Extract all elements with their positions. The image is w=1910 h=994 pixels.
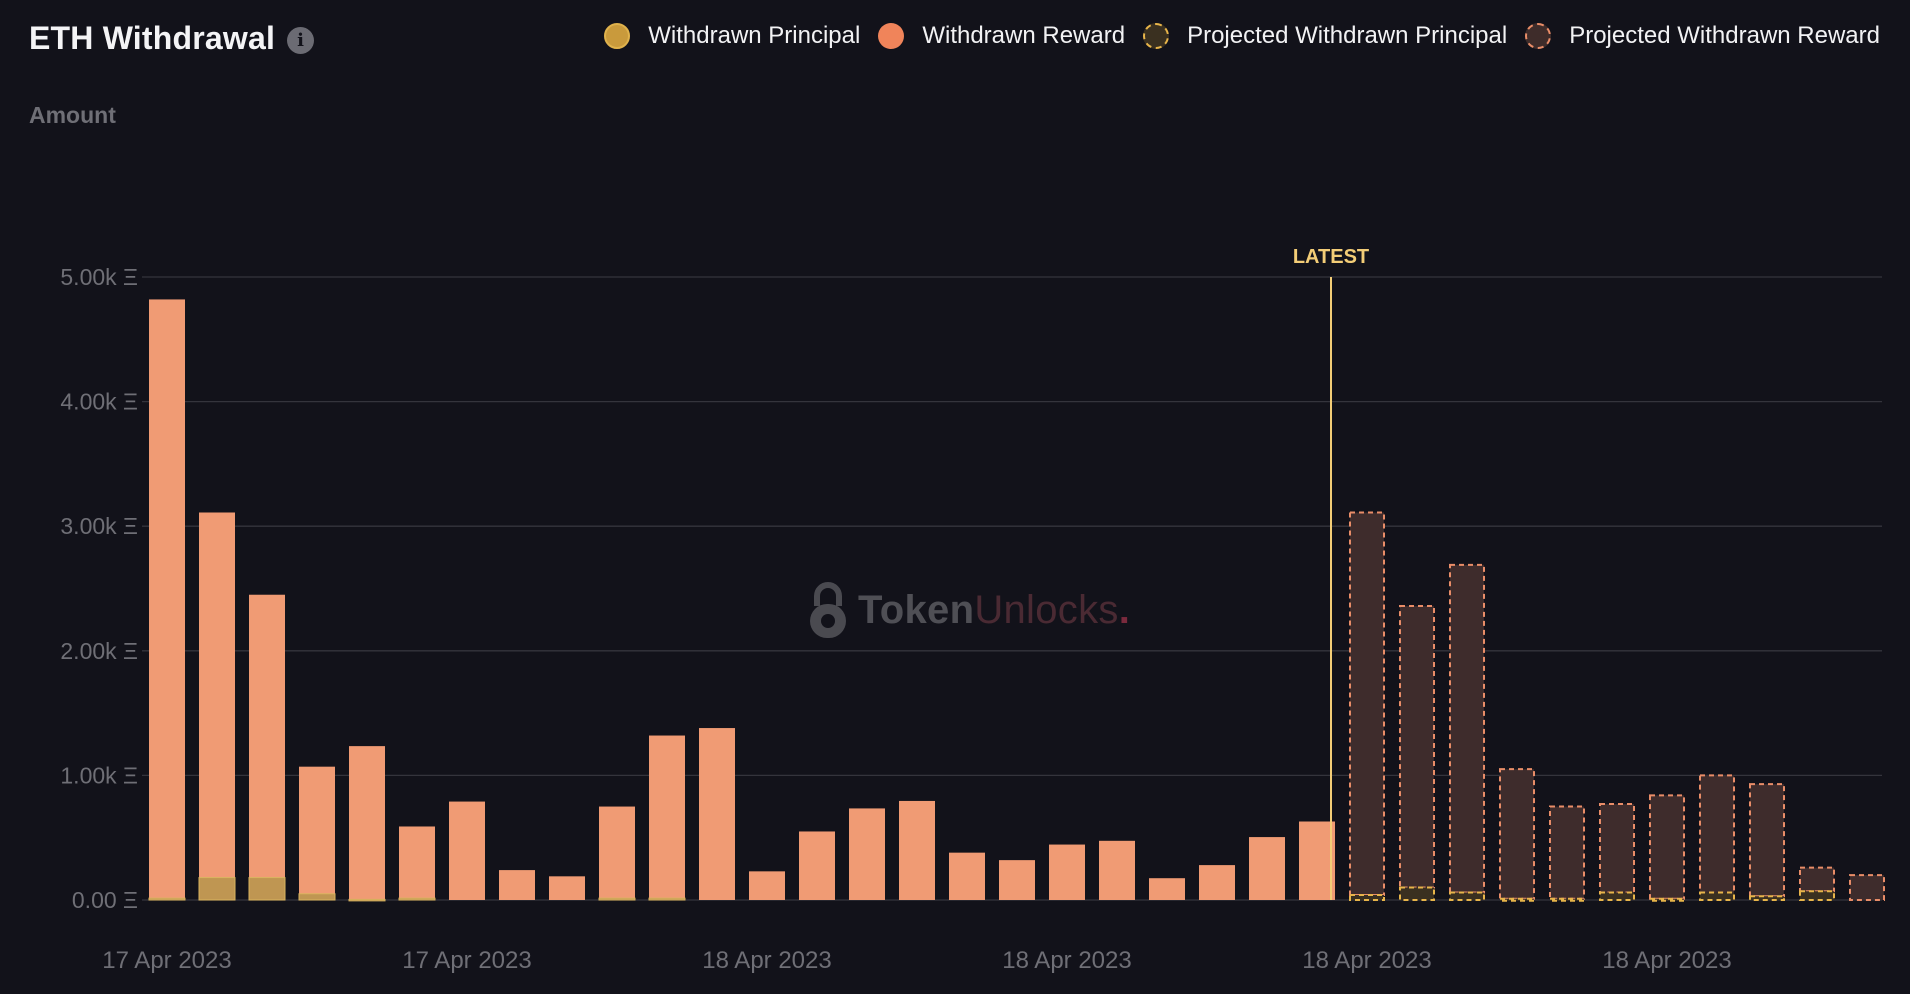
bar-withdrawn-reward (849, 808, 885, 900)
bar-withdrawn-principal (198, 877, 236, 901)
y-tick-label: 4.00k Ξ (60, 389, 138, 415)
watermark-token: Token (858, 587, 975, 632)
bar-projected-reward (1599, 803, 1635, 894)
legend-item-withdrawn-principal[interactable]: Withdrawn Principal (604, 22, 860, 50)
x-tick-label: 18 Apr 2023 (1002, 947, 1131, 974)
bar-withdrawn-reward (499, 870, 535, 900)
bar-withdrawn-principal (298, 893, 336, 901)
x-tick-label: 18 Apr 2023 (1602, 947, 1731, 974)
bar-projected-reward (1349, 511, 1385, 897)
legend-label: Projected Withdrawn Principal (1187, 22, 1508, 49)
bar-withdrawn-reward (999, 860, 1035, 900)
bar-projected-reward (1749, 783, 1785, 898)
bar-withdrawn-reward (599, 806, 635, 899)
x-tick-label: 17 Apr 2023 (102, 947, 231, 974)
watermark: Token Unlocks. (808, 580, 1130, 640)
bar-projected-reward (1449, 563, 1485, 894)
x-tick-label: 18 Apr 2023 (1302, 947, 1431, 974)
bar-projected-principal (1449, 891, 1485, 901)
bar-withdrawn-reward (1199, 865, 1235, 900)
bar-withdrawn-reward (749, 871, 785, 900)
bar-projected-principal (1599, 891, 1635, 901)
bar-withdrawn-principal (648, 897, 686, 901)
bar-projected-reward (1649, 794, 1685, 900)
bar-withdrawn-reward (249, 594, 285, 878)
bar-withdrawn-reward (549, 876, 585, 900)
y-tick-label: 1.00k Ξ (60, 762, 138, 788)
legend-item-projected-principal[interactable]: Projected Withdrawn Principal (1143, 22, 1507, 50)
bar-withdrawn-reward (649, 735, 685, 899)
legend-swatch-projected-reward (1525, 23, 1552, 49)
bar-projected-reward (1549, 805, 1585, 900)
bar-withdrawn-reward (1299, 821, 1335, 900)
bar-projected-principal (1549, 897, 1585, 902)
bar-withdrawn-reward (1149, 878, 1185, 900)
legend-label: Projected Withdrawn Reward (1569, 22, 1880, 49)
legend-item-projected-reward[interactable]: Projected Withdrawn Reward (1525, 22, 1880, 50)
x-tick-label: 17 Apr 2023 (402, 947, 531, 974)
bar-projected-principal (1349, 894, 1385, 901)
bar-withdrawn-reward (1099, 840, 1135, 900)
legend-label: Withdrawn Reward (922, 22, 1126, 49)
bar-projected-reward (1799, 866, 1835, 893)
bar-withdrawn-reward (449, 801, 485, 900)
lock-icon (810, 582, 846, 638)
bar-withdrawn-reward (949, 852, 985, 900)
bar-withdrawn-reward (1249, 837, 1285, 900)
bar-projected-principal (1799, 890, 1835, 902)
bar-projected-reward (1849, 874, 1885, 902)
bar-withdrawn-reward (1049, 844, 1085, 900)
y-axis-title: Amount (29, 102, 116, 128)
bar-withdrawn-reward (799, 831, 835, 900)
info-icon[interactable]: i (287, 27, 314, 54)
bar-withdrawn-reward (349, 746, 385, 900)
legend-swatch-withdrawn-reward (878, 23, 905, 49)
x-tick-label: 18 Apr 2023 (702, 947, 831, 974)
watermark-unlocks: Unlocks (974, 587, 1119, 632)
bar-withdrawn-reward (299, 766, 335, 894)
bar-withdrawn-reward (399, 826, 435, 899)
bar-projected-principal (1649, 897, 1685, 902)
bar-projected-principal (1399, 886, 1435, 901)
chart-header: ETH Withdrawal i Withdrawn Principal Wit… (0, 0, 1910, 80)
latest-marker-label: LATEST (1293, 246, 1369, 268)
y-tick-label: 3.00k Ξ (60, 513, 138, 539)
legend-swatch-projected-principal (1143, 23, 1170, 49)
bar-withdrawn-reward (699, 728, 735, 900)
legend-swatch-withdrawn-principal (604, 23, 631, 49)
bar-projected-reward (1399, 604, 1435, 889)
bar-withdrawn-principal (348, 898, 386, 902)
legend-item-withdrawn-reward[interactable]: Withdrawn Reward (878, 22, 1125, 50)
bar-projected-principal (1749, 895, 1785, 902)
bar-withdrawn-principal (598, 897, 636, 901)
bar-withdrawn-reward (899, 800, 935, 900)
y-tick-label: 2.00k Ξ (60, 638, 138, 664)
legend-label: Withdrawn Principal (648, 22, 861, 49)
bar-projected-principal (1499, 897, 1535, 902)
watermark-dot: . (1118, 587, 1131, 632)
chart-legend: Withdrawn Principal Withdrawn Reward Pro… (586, 22, 1880, 50)
y-tick-label: 0.00 Ξ (72, 887, 138, 913)
chart-title: ETH Withdrawal (29, 20, 276, 56)
bar-withdrawn-reward (199, 512, 235, 878)
bar-withdrawn-principal (148, 897, 186, 901)
y-tick-label: 5.00k Ξ (60, 264, 138, 290)
bar-withdrawn-principal (248, 877, 286, 901)
bar-withdrawn-principal (398, 897, 436, 901)
bar-withdrawn-reward (149, 299, 185, 899)
bar-projected-reward (1499, 768, 1535, 900)
bar-projected-reward (1699, 774, 1735, 894)
bar-projected-principal (1699, 891, 1735, 901)
